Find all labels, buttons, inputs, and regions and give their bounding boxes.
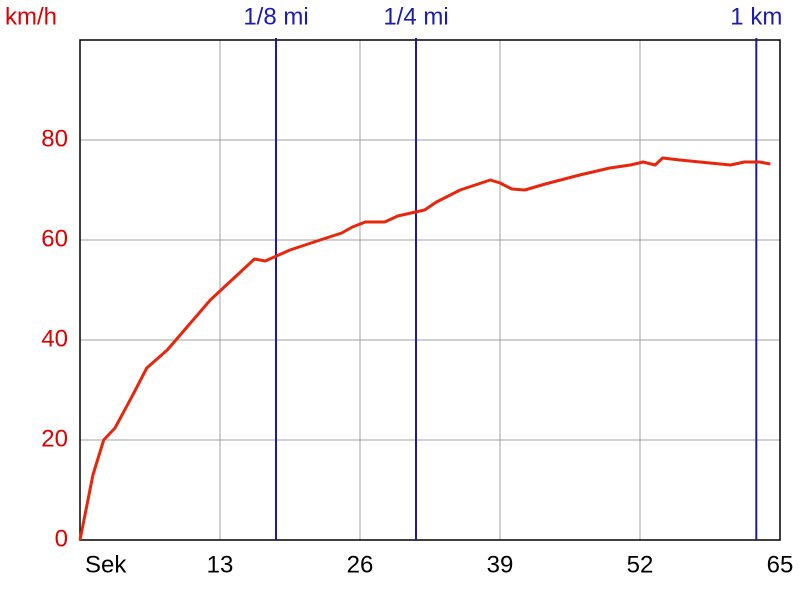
x-tick-label: 65 [767, 551, 794, 578]
speed-line [78, 156, 771, 541]
plot-frame [79, 39, 781, 541]
x-tick-label: 26 [347, 551, 374, 578]
y-tick-label: 0 [55, 525, 68, 552]
x-tick-label: 39 [487, 551, 514, 578]
marker-label: 1 km [730, 3, 782, 30]
x-tick-label: 52 [627, 551, 654, 578]
y-axis-label: km/h [5, 3, 57, 30]
y-tick-label: 40 [41, 325, 68, 352]
y-tick-label: 20 [41, 425, 68, 452]
y-tick-label: 80 [41, 125, 68, 152]
x-tick-label: Sek [85, 551, 127, 578]
marker-label: 1/4 mi [383, 3, 448, 30]
marker-label: 1/8 mi [243, 3, 308, 30]
y-tick-label: 60 [41, 225, 68, 252]
x-tick-label: 13 [207, 551, 234, 578]
